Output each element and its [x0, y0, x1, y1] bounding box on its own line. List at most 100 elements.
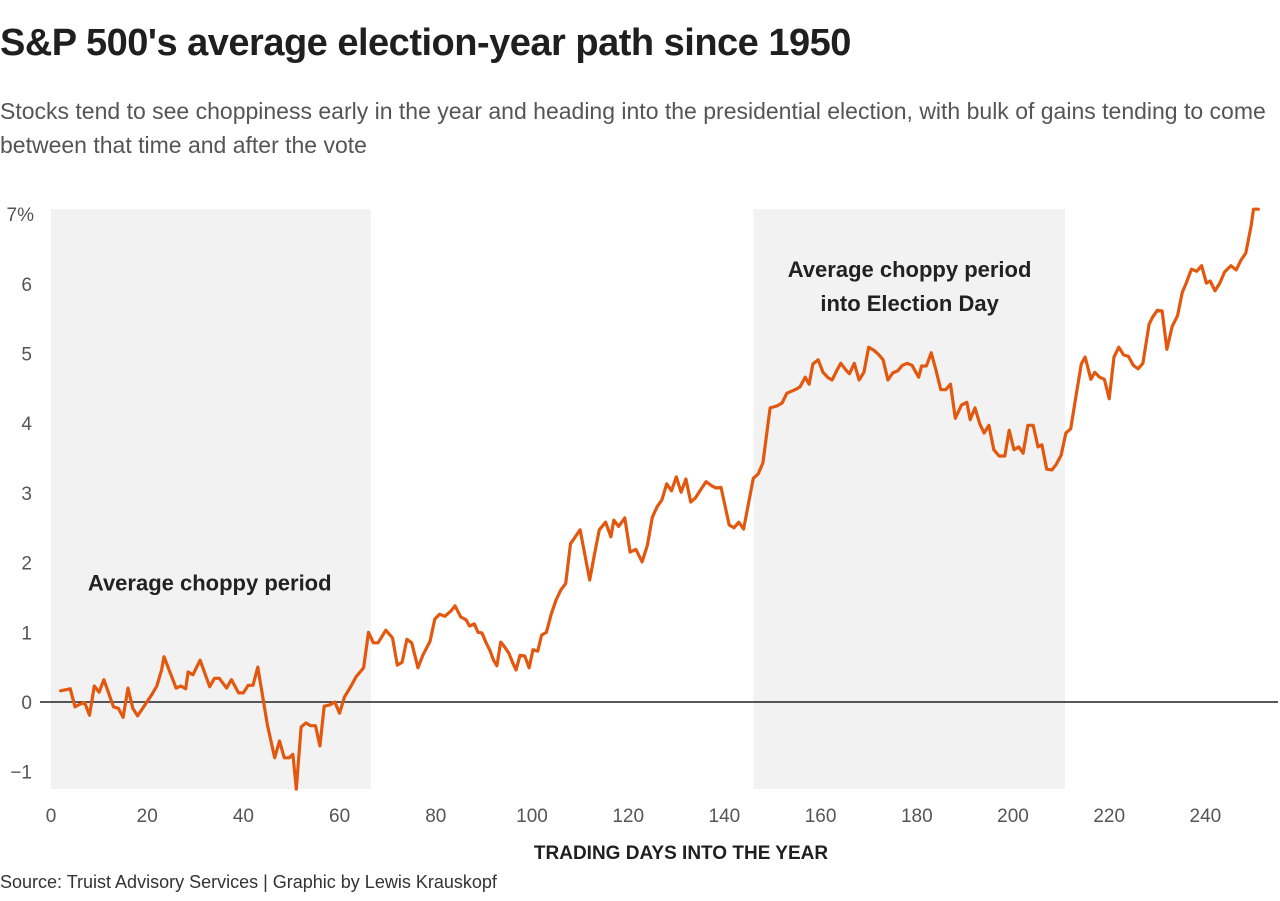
data-point	[901, 364, 903, 366]
y-tick-label: 2	[21, 554, 32, 575]
series-line-sp500	[59, 207, 1260, 791]
data-point	[925, 365, 927, 367]
data-point	[853, 362, 855, 364]
data-point	[1113, 356, 1115, 358]
data-point	[1051, 469, 1053, 471]
data-point	[666, 483, 668, 485]
data-point	[983, 432, 985, 434]
data-point	[845, 369, 847, 371]
data-point	[966, 401, 968, 403]
data-point	[225, 687, 227, 689]
data-point	[502, 644, 504, 646]
data-point	[242, 692, 244, 694]
data-point	[454, 605, 456, 607]
data-point	[799, 386, 801, 388]
data-point	[84, 702, 86, 704]
data-point	[252, 684, 254, 686]
data-point	[1032, 424, 1034, 426]
data-point	[429, 640, 431, 642]
data-point	[808, 383, 810, 385]
data-point	[283, 757, 285, 759]
data-point	[569, 543, 571, 545]
data-point	[305, 722, 307, 724]
x-tick-label: 40	[233, 806, 254, 827]
data-point	[960, 404, 962, 406]
data-point	[827, 377, 829, 379]
x-tick-label: 220	[1093, 806, 1125, 827]
data-point	[733, 527, 735, 529]
data-point	[715, 487, 717, 489]
annotation-line: into Election Day	[820, 291, 999, 316]
data-point	[103, 679, 105, 681]
y-tick-label: 0	[21, 693, 32, 714]
data-point	[646, 544, 648, 546]
data-point	[323, 705, 325, 707]
data-point	[1022, 452, 1024, 454]
data-point	[117, 707, 119, 709]
data-point	[288, 757, 290, 759]
data-point	[79, 703, 81, 705]
data-point	[1013, 449, 1015, 451]
data-point	[675, 476, 677, 478]
data-point	[59, 690, 61, 692]
annotation-line: Average choppy period	[88, 570, 332, 595]
data-point	[319, 745, 321, 747]
data-point	[1190, 268, 1192, 270]
data-point	[218, 677, 220, 679]
data-point	[450, 610, 452, 612]
data-point	[690, 501, 692, 503]
data-point	[877, 353, 879, 355]
data-point	[492, 659, 494, 661]
annotations: Average choppy period Average choppy peri…	[88, 257, 1032, 596]
annotation-line: Average choppy period	[788, 257, 1032, 282]
data-point	[1166, 348, 1168, 350]
data-point	[127, 687, 129, 689]
data-point	[136, 715, 138, 717]
data-point	[1037, 446, 1039, 448]
data-point	[868, 346, 870, 348]
data-point	[1151, 316, 1153, 318]
data-point	[1148, 323, 1150, 325]
data-point	[477, 631, 479, 633]
data-point	[175, 687, 177, 689]
data-point	[694, 497, 696, 499]
data-point	[500, 641, 502, 643]
data-point	[230, 679, 232, 681]
data-point	[465, 619, 467, 621]
data-point	[1065, 432, 1067, 434]
data-point	[1060, 454, 1062, 456]
y-tick-label: 5	[21, 345, 32, 366]
data-point	[266, 724, 268, 726]
data-point	[940, 389, 942, 391]
shaded-regions	[51, 209, 1065, 789]
data-point	[840, 362, 842, 364]
data-point	[489, 650, 491, 652]
data-point	[385, 629, 387, 631]
data-point	[1084, 356, 1086, 358]
x-tick-label: 60	[329, 806, 350, 827]
data-point	[794, 389, 796, 391]
data-point	[930, 352, 932, 354]
data-point	[705, 481, 707, 483]
data-point	[1098, 376, 1100, 378]
data-point	[355, 676, 357, 678]
data-point	[1108, 398, 1110, 400]
data-point	[701, 487, 703, 489]
data-point	[515, 669, 517, 671]
data-point	[396, 664, 398, 666]
y-tick-label: 3	[21, 484, 32, 505]
data-point	[274, 757, 276, 759]
data-point	[1181, 291, 1183, 293]
data-point	[1252, 208, 1254, 210]
data-point	[1070, 428, 1072, 430]
y-tick-label: 4	[21, 414, 32, 435]
data-point	[882, 359, 884, 361]
data-point	[969, 419, 971, 421]
data-point	[831, 379, 833, 381]
data-point	[624, 517, 626, 519]
data-point	[858, 379, 860, 381]
data-point	[1250, 225, 1252, 227]
data-point	[911, 364, 913, 366]
data-point	[1132, 364, 1134, 366]
x-tick-label: 20	[137, 806, 158, 827]
